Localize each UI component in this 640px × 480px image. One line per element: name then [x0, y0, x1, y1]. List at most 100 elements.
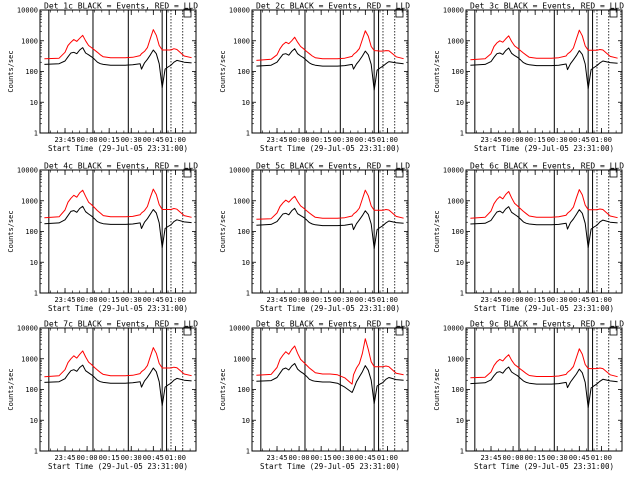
x-tick-label: 00:30	[121, 296, 142, 304]
lld-series-line	[44, 347, 192, 378]
x-axis-label: Start Time (29-Jul-05 23:31:00)	[474, 462, 614, 471]
y-tick-label: 1000	[233, 197, 250, 205]
x-tick-label: 00:30	[547, 454, 568, 462]
y-tick-label: 100	[451, 386, 464, 394]
y-tick-label: 1000	[233, 355, 250, 363]
y-tick-label: 10000	[17, 7, 38, 15]
x-tick-label: 00:15	[311, 296, 332, 304]
y-tick-label: 1000	[233, 37, 250, 45]
x-tick-label: 00:45	[355, 296, 376, 304]
plot-frame	[465, 9, 623, 134]
plot-frame	[465, 327, 623, 452]
x-axis-label: Start Time (29-Jul-05 23:31:00)	[474, 304, 614, 313]
x-tick-label: 23:45	[266, 136, 287, 144]
y-axis-label: Counts/sec	[433, 50, 441, 92]
y-tick-label: 1	[246, 130, 250, 138]
x-tick-label: 00:15	[525, 136, 546, 144]
x-tick-label: 00:00	[503, 454, 524, 462]
x-tick-label: 00:00	[503, 136, 524, 144]
x-tick-label: 01:00	[377, 296, 398, 304]
y-tick-label: 100	[451, 228, 464, 236]
x-axis-label: Start Time (29-Jul-05 23:31:00)	[260, 144, 400, 153]
panel-title: Det 9c BLACK = Events, RED = LLD	[470, 320, 624, 329]
y-tick-label: 10000	[443, 167, 464, 175]
plot-frame	[251, 9, 409, 134]
x-tick-label: 23:45	[266, 296, 287, 304]
y-tick-label: 100	[25, 68, 38, 76]
y-axis-label: Counts/sec	[7, 210, 15, 252]
x-tick-label: 00:45	[569, 454, 590, 462]
y-tick-label: 10000	[17, 167, 38, 175]
lld-series-line	[44, 188, 192, 219]
y-tick-label: 1	[34, 448, 38, 456]
x-tick-label: 01:00	[591, 296, 612, 304]
legend-box-icon	[183, 168, 192, 178]
x-axis-label: Start Time (29-Jul-05 23:31:00)	[474, 144, 614, 153]
x-tick-label: 00:15	[311, 136, 332, 144]
y-tick-label: 10000	[443, 7, 464, 15]
x-tick-label: 00:45	[569, 136, 590, 144]
panel-det-5: Det 5c BLACK = Events, RED = LLD 1 10 100 10…	[219, 162, 410, 314]
y-tick-label: 1	[460, 130, 464, 138]
x-tick-label: 00:15	[99, 454, 120, 462]
panel-det-1: Det 1c BLACK = Events, RED = LLD 1 10 100 10…	[7, 2, 198, 154]
lld-series-line	[470, 29, 618, 61]
y-tick-label: 1	[246, 290, 250, 298]
events-series-line	[256, 48, 404, 91]
y-tick-label: 10000	[229, 167, 250, 175]
panel-det-4: Det 4c BLACK = Events, RED = LLD 1 10 100 10…	[7, 162, 198, 314]
x-tick-label: 00:30	[333, 296, 354, 304]
y-tick-label: 10	[30, 259, 38, 267]
x-tick-label: 23:45	[54, 136, 75, 144]
panel-title: Det 1c BLACK = Events, RED = LLD	[44, 2, 198, 11]
x-tick-label: 01:00	[377, 136, 398, 144]
y-tick-label: 1	[34, 290, 38, 298]
y-tick-label: 100	[237, 68, 250, 76]
y-axis-label: Counts/sec	[219, 50, 227, 92]
x-tick-label: 23:45	[266, 454, 287, 462]
y-axis-label: Counts/sec	[433, 210, 441, 252]
x-tick-label: 00:00	[77, 296, 98, 304]
y-tick-label: 1000	[21, 355, 38, 363]
y-tick-label: 100	[237, 386, 250, 394]
y-axis-label: Counts/sec	[433, 368, 441, 410]
plot-frame	[39, 9, 197, 134]
events-series-line	[44, 205, 192, 249]
legend-box-icon	[609, 168, 618, 178]
legend-box-icon	[609, 326, 618, 336]
y-axis-label: Counts/sec	[219, 210, 227, 252]
y-tick-label: 10	[242, 417, 250, 425]
x-tick-label: 23:45	[54, 454, 75, 462]
panel-title: Det 4c BLACK = Events, RED = LLD	[44, 162, 198, 171]
x-tick-label: 00:15	[525, 296, 546, 304]
y-tick-label: 10	[242, 99, 250, 107]
x-tick-label: 23:45	[480, 296, 501, 304]
events-series-line	[470, 206, 618, 249]
x-tick-label: 00:45	[143, 296, 164, 304]
y-axis-label: Counts/sec	[7, 50, 15, 92]
y-tick-label: 1	[246, 448, 250, 456]
plot-frame	[465, 169, 623, 294]
panel-title: Det 6c BLACK = Events, RED = LLD	[470, 162, 624, 171]
events-series-line	[256, 363, 404, 404]
legend-box-icon	[395, 8, 404, 18]
y-tick-label: 100	[451, 68, 464, 76]
x-tick-label: 00:45	[143, 454, 164, 462]
x-tick-label: 01:00	[591, 136, 612, 144]
x-tick-label: 00:00	[503, 296, 524, 304]
y-axis-label: Counts/sec	[219, 368, 227, 410]
x-tick-label: 01:00	[377, 454, 398, 462]
x-axis-label: Start Time (29-Jul-05 23:31:00)	[48, 304, 188, 313]
events-series-line	[44, 364, 192, 407]
lld-series-line	[256, 30, 404, 61]
legend-box-icon	[395, 168, 404, 178]
x-tick-label: 01:00	[591, 454, 612, 462]
y-tick-label: 1000	[21, 197, 38, 205]
x-tick-label: 00:15	[99, 136, 120, 144]
lld-series-line	[44, 29, 192, 60]
y-tick-label: 1000	[447, 355, 464, 363]
lld-series-line	[470, 348, 618, 379]
panel-title: Det 3c BLACK = Events, RED = LLD	[470, 2, 624, 11]
y-tick-label: 10000	[229, 7, 250, 15]
y-tick-label: 1	[34, 130, 38, 138]
